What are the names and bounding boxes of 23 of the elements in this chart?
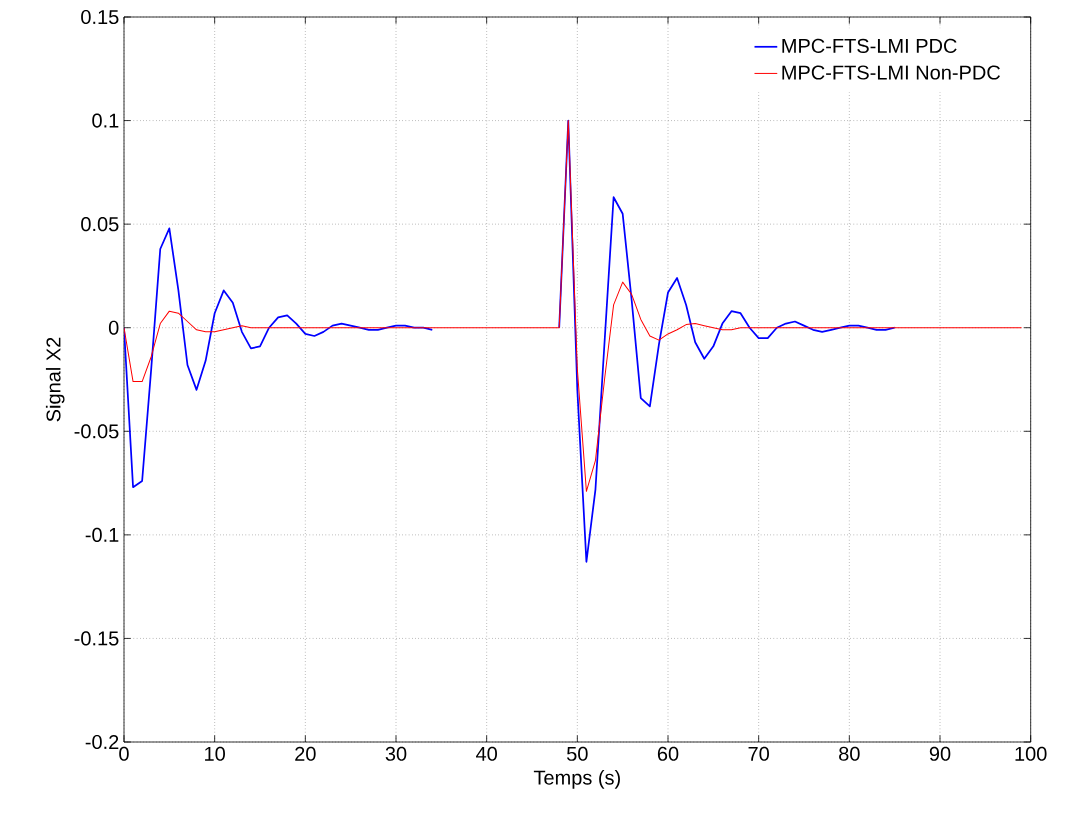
x-tick-label: 70 xyxy=(748,746,769,761)
x-tick-label: 90 xyxy=(929,746,951,761)
legend-label: MPC-FTS-LMI Non-PDC xyxy=(782,65,1001,80)
y-tick-label: 0.15 xyxy=(81,9,119,25)
x-tick-label: 100 xyxy=(1015,746,1047,761)
x-tick-label: 20 xyxy=(295,746,316,761)
y-tick-label: 0.1 xyxy=(92,113,119,128)
x-tick-label: 80 xyxy=(839,746,860,761)
x-tick-label: 60 xyxy=(657,746,679,761)
y-tick-label: -0.2 xyxy=(85,734,119,750)
y-tick-label: -0.15 xyxy=(74,631,119,646)
x-tick-label: 50 xyxy=(567,746,588,761)
x-tick-label: 40 xyxy=(476,746,497,761)
x-tick-label: 30 xyxy=(385,746,407,761)
y-tick-label: 0.05 xyxy=(81,217,119,232)
legend-label: MPC-FTS-LMI PDC xyxy=(782,38,957,53)
y-axis-title: Signal X2 xyxy=(45,337,65,422)
y-tick-label: -0.05 xyxy=(74,424,119,439)
x-tick-label: 10 xyxy=(205,746,225,761)
y-tick-label: 0 xyxy=(108,320,119,335)
x-tick-label: 0 xyxy=(119,746,129,761)
x-axis-title: Temps (s) xyxy=(533,770,620,789)
y-tick-label: -0.1 xyxy=(85,527,119,542)
